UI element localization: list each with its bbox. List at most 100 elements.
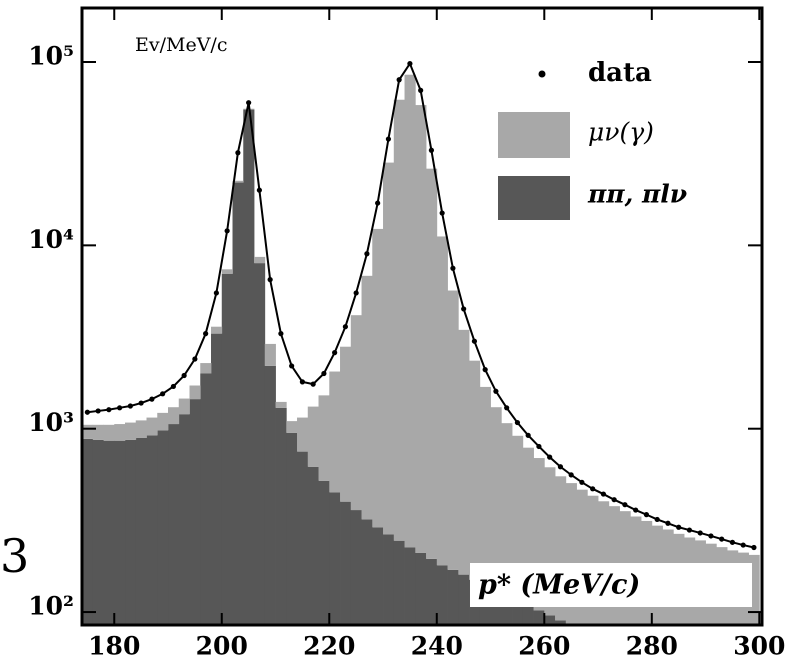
histogram-bar bbox=[544, 615, 556, 625]
data-point bbox=[396, 77, 402, 83]
histogram-bar bbox=[307, 406, 319, 467]
histogram-bar bbox=[533, 610, 545, 625]
histogram-bar bbox=[598, 630, 609, 638]
histogram-bar bbox=[706, 630, 717, 666]
histogram-bar bbox=[512, 600, 524, 625]
plot-frame bbox=[80, 6, 764, 627]
data-point bbox=[149, 396, 155, 402]
histogram-bar bbox=[587, 495, 599, 625]
data-point bbox=[127, 403, 133, 409]
data-point bbox=[611, 497, 617, 503]
data-point bbox=[697, 530, 703, 536]
histogram-bar bbox=[555, 620, 567, 625]
data-point bbox=[213, 290, 219, 296]
histogram-bar bbox=[458, 329, 470, 575]
histogram-bar bbox=[490, 407, 502, 592]
data-point bbox=[622, 502, 628, 508]
histogram-bar bbox=[297, 451, 309, 625]
data-point bbox=[654, 516, 660, 523]
histogram-bar bbox=[125, 422, 137, 440]
x-tick-label: 220 bbox=[303, 632, 355, 661]
histogram-bar bbox=[350, 510, 362, 625]
histogram-bar bbox=[565, 483, 577, 625]
data-point bbox=[117, 405, 123, 411]
legend-swatch bbox=[538, 70, 546, 78]
histogram-bar bbox=[82, 424, 94, 439]
histogram-bar bbox=[609, 630, 620, 643]
legend-label: ππ, πlν bbox=[587, 180, 687, 209]
histogram-bar bbox=[695, 630, 706, 666]
y-tick-label: 10² bbox=[28, 592, 74, 621]
histogram-bar bbox=[447, 290, 459, 570]
histogram-bar bbox=[329, 371, 341, 493]
histogram-bar bbox=[340, 346, 352, 502]
histogram-bar bbox=[168, 424, 180, 625]
histogram-bar bbox=[103, 440, 115, 625]
histogram-bar bbox=[501, 596, 513, 625]
data-point bbox=[342, 324, 348, 330]
histogram-bar bbox=[533, 458, 545, 611]
data-point bbox=[450, 265, 456, 271]
data-point bbox=[246, 100, 252, 106]
x-tick-label: 200 bbox=[196, 632, 248, 661]
histogram-bar bbox=[458, 574, 470, 625]
histogram-bar bbox=[243, 109, 255, 625]
data-point bbox=[235, 150, 241, 156]
histogram-bar bbox=[114, 424, 126, 441]
histogram-bar bbox=[157, 412, 169, 431]
xlabel-box bbox=[470, 563, 752, 607]
x-tick-label: 300 bbox=[733, 632, 785, 661]
data-point bbox=[224, 228, 230, 234]
data-point bbox=[428, 147, 435, 153]
histogram-bar bbox=[361, 519, 373, 625]
histogram-bar bbox=[490, 591, 502, 625]
data-point bbox=[643, 512, 650, 518]
histogram-bar bbox=[383, 534, 395, 625]
legend-swatch bbox=[498, 176, 570, 220]
histogram-bar bbox=[404, 547, 416, 625]
histogram-bar bbox=[275, 407, 287, 625]
histogram-bar bbox=[221, 273, 233, 625]
histogram-bar bbox=[103, 424, 115, 441]
data-point bbox=[568, 472, 574, 478]
histogram-bar bbox=[318, 480, 330, 625]
histogram-bar bbox=[684, 630, 695, 666]
histogram-bar bbox=[544, 467, 556, 616]
data-point bbox=[353, 290, 359, 296]
data-point bbox=[256, 187, 262, 193]
histogram-bar bbox=[415, 105, 427, 553]
histogram-bar bbox=[372, 228, 384, 528]
histogram-bar bbox=[576, 489, 588, 625]
histogram-bar bbox=[522, 447, 534, 606]
side-text: 3 bbox=[0, 529, 29, 583]
histogram-bar bbox=[264, 365, 276, 625]
data-point bbox=[536, 443, 542, 450]
data-point bbox=[310, 381, 316, 387]
histogram-bar bbox=[393, 99, 405, 541]
data-point bbox=[106, 407, 112, 413]
data-point bbox=[471, 338, 478, 344]
histogram-bar bbox=[286, 421, 298, 433]
histogram-bar bbox=[92, 424, 104, 440]
data-point bbox=[278, 331, 284, 337]
data-point bbox=[557, 464, 564, 470]
histogram-bar bbox=[415, 552, 427, 625]
data-point bbox=[203, 331, 209, 337]
x-tick-label: 180 bbox=[88, 632, 140, 661]
data-point bbox=[170, 383, 176, 390]
y-tick-label: 10⁵ bbox=[28, 41, 74, 70]
data-point bbox=[600, 491, 607, 497]
data-point bbox=[719, 536, 725, 542]
data-point bbox=[547, 454, 553, 460]
histogram-bar bbox=[350, 315, 362, 511]
histogram-bar bbox=[318, 395, 330, 481]
data-point bbox=[482, 367, 488, 373]
histogram-bar bbox=[254, 263, 266, 625]
histogram-bar bbox=[436, 565, 448, 625]
histogram-bar bbox=[114, 440, 126, 625]
histogram-bar bbox=[522, 605, 534, 625]
data-point bbox=[95, 408, 101, 414]
data-point bbox=[740, 542, 746, 548]
data-point bbox=[439, 210, 445, 216]
data-point bbox=[708, 533, 714, 539]
